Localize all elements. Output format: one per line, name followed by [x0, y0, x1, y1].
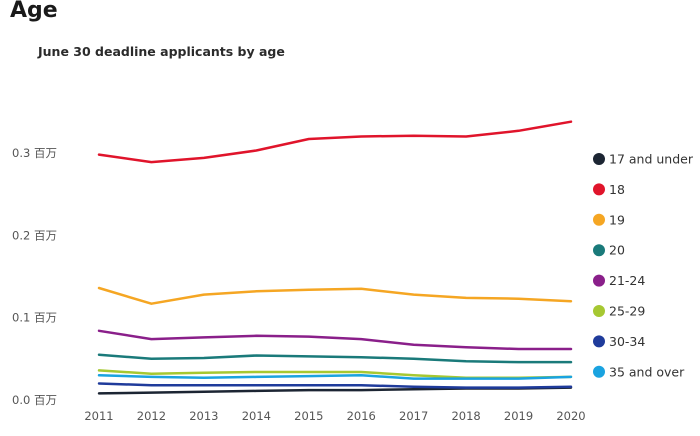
legend-label: 19 [609, 212, 625, 227]
legend-marker [593, 183, 605, 196]
x-tick-label: 2011 [84, 409, 113, 423]
legend-label: 18 [609, 182, 625, 197]
legend-item-35-and-over[interactable]: 35 and over [593, 364, 685, 379]
legend-label: 25-29 [609, 304, 645, 319]
x-tick-label: 2012 [137, 409, 166, 423]
x-tick-label: 2013 [189, 409, 218, 423]
legend-item-21-24[interactable]: 21-24 [593, 273, 645, 288]
legend-label: 21-24 [609, 273, 645, 288]
legend-item-25-29[interactable]: 25-29 [593, 304, 645, 319]
y-tick-label: 0.1 百万 [12, 311, 57, 325]
series-line-18[interactable] [97, 120, 573, 164]
legend-item-30-34[interactable]: 30-34 [593, 334, 645, 349]
legend-label: 17 and under [609, 152, 694, 167]
series-lines [97, 120, 573, 395]
legend-label: 20 [609, 243, 625, 258]
legend-item-18[interactable]: 18 [593, 182, 625, 197]
legend: 17 and under 18 19 20 21-24 25-29 30-34 35 and … [593, 152, 694, 379]
x-tick-label: 2019 [504, 409, 533, 423]
x-tick-label: 2017 [399, 409, 428, 423]
series-line-19[interactable] [97, 286, 573, 305]
legend-label: 30-34 [609, 334, 645, 349]
x-tick-label: 2014 [242, 409, 271, 423]
legend-item-17-and-under[interactable]: 17 and under [593, 152, 694, 167]
legend-marker [593, 305, 605, 317]
series-line-21-24[interactable] [97, 329, 573, 351]
legend-marker [593, 365, 605, 378]
x-tick-label: 2018 [451, 409, 480, 423]
legend-marker [593, 335, 605, 348]
x-tick-label: 2020 [556, 409, 585, 423]
series-line-20[interactable] [97, 353, 573, 364]
page-heading: Age [10, 0, 58, 23]
legend-item-20[interactable]: 20 [593, 243, 625, 258]
chart-title: June 30 deadline applicants by age [38, 44, 285, 59]
y-tick-label: 0.3 百万 [12, 146, 57, 160]
x-tick-label: 2016 [347, 409, 376, 423]
legend-marker [593, 244, 605, 257]
y-axis: 0.0 百万 0.1 百万 0.2 百万 0.3 百万 [12, 146, 57, 407]
x-axis: 2011 2012 2013 2014 2015 2016 2017 2018 2019 2020 [84, 409, 585, 423]
y-tick-label: 0.0 百万 [12, 393, 57, 407]
legend-label: 35 and over [609, 364, 685, 379]
legend-marker [593, 153, 605, 165]
legend-marker [593, 274, 605, 287]
x-tick-label: 2015 [294, 409, 323, 423]
y-tick-label: 0.2 百万 [12, 228, 57, 242]
legend-item-19[interactable]: 19 [593, 212, 625, 227]
series-line-30-34[interactable] [97, 382, 573, 389]
legend-marker [593, 213, 605, 226]
series-line-35-and-over[interactable] [97, 374, 573, 380]
